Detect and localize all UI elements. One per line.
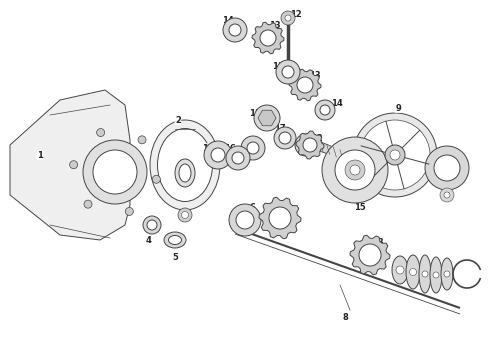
- Circle shape: [440, 188, 454, 202]
- Circle shape: [425, 146, 469, 190]
- Polygon shape: [258, 110, 276, 126]
- Text: 17: 17: [274, 123, 286, 132]
- Circle shape: [269, 207, 291, 229]
- Text: 16: 16: [224, 144, 236, 153]
- Circle shape: [434, 155, 460, 181]
- Circle shape: [84, 200, 92, 208]
- Circle shape: [422, 271, 428, 277]
- Circle shape: [295, 134, 317, 156]
- Circle shape: [83, 140, 147, 204]
- Circle shape: [297, 77, 313, 93]
- Circle shape: [181, 212, 189, 219]
- Circle shape: [320, 105, 330, 115]
- Polygon shape: [296, 131, 324, 159]
- Circle shape: [70, 161, 77, 169]
- Circle shape: [261, 112, 273, 124]
- Ellipse shape: [392, 256, 408, 284]
- Text: 16: 16: [239, 156, 251, 165]
- Circle shape: [385, 145, 405, 165]
- Circle shape: [97, 129, 105, 136]
- Circle shape: [335, 150, 375, 190]
- Circle shape: [226, 146, 250, 170]
- Circle shape: [247, 142, 259, 154]
- Text: 6: 6: [249, 202, 255, 212]
- Polygon shape: [10, 90, 130, 240]
- Circle shape: [390, 150, 400, 160]
- Text: 5: 5: [172, 252, 178, 261]
- Circle shape: [229, 24, 241, 36]
- Ellipse shape: [419, 255, 431, 293]
- Text: 4: 4: [145, 235, 151, 244]
- Circle shape: [260, 30, 276, 46]
- Text: 9: 9: [395, 104, 401, 113]
- Circle shape: [279, 132, 291, 144]
- Circle shape: [282, 66, 294, 78]
- Polygon shape: [350, 235, 390, 275]
- Circle shape: [125, 207, 133, 216]
- Ellipse shape: [150, 120, 220, 210]
- Circle shape: [433, 272, 439, 278]
- Text: 13: 13: [269, 21, 281, 30]
- Circle shape: [281, 11, 295, 25]
- Circle shape: [178, 208, 192, 222]
- Text: 11: 11: [272, 62, 284, 71]
- Circle shape: [241, 136, 265, 160]
- Text: 10: 10: [452, 153, 464, 162]
- Ellipse shape: [164, 232, 186, 248]
- Circle shape: [360, 120, 430, 190]
- Circle shape: [285, 15, 291, 21]
- Text: 1: 1: [37, 150, 43, 159]
- Text: 18: 18: [202, 144, 214, 153]
- Circle shape: [211, 148, 225, 162]
- Circle shape: [396, 266, 404, 274]
- Polygon shape: [252, 22, 284, 54]
- Text: 15: 15: [354, 202, 366, 212]
- Text: 3: 3: [377, 238, 383, 247]
- Circle shape: [229, 204, 261, 236]
- Circle shape: [276, 60, 300, 84]
- Circle shape: [138, 136, 146, 144]
- Polygon shape: [316, 140, 372, 168]
- Ellipse shape: [406, 255, 420, 289]
- Text: 7: 7: [284, 201, 290, 210]
- Circle shape: [93, 150, 137, 194]
- Circle shape: [204, 141, 232, 169]
- Circle shape: [345, 160, 365, 180]
- Text: 8: 8: [342, 314, 348, 323]
- Text: 11: 11: [249, 108, 261, 117]
- Circle shape: [350, 165, 360, 175]
- Text: 14: 14: [331, 99, 343, 108]
- Text: 14: 14: [222, 15, 234, 24]
- Text: 12: 12: [290, 9, 302, 18]
- Circle shape: [303, 138, 317, 152]
- Text: 13: 13: [309, 71, 321, 80]
- Circle shape: [274, 127, 296, 149]
- Circle shape: [315, 100, 335, 120]
- Ellipse shape: [175, 159, 195, 187]
- Circle shape: [300, 139, 312, 151]
- Circle shape: [232, 152, 244, 164]
- Ellipse shape: [157, 129, 213, 202]
- Circle shape: [322, 137, 388, 203]
- Circle shape: [143, 216, 161, 234]
- Circle shape: [410, 269, 416, 275]
- Text: 2: 2: [175, 116, 181, 125]
- Polygon shape: [259, 197, 301, 239]
- Text: 12: 12: [311, 134, 323, 143]
- Ellipse shape: [179, 164, 191, 182]
- Circle shape: [254, 105, 280, 131]
- Ellipse shape: [430, 257, 442, 293]
- Circle shape: [147, 220, 157, 230]
- Circle shape: [223, 18, 247, 42]
- Polygon shape: [289, 69, 321, 101]
- Circle shape: [152, 175, 160, 183]
- Circle shape: [236, 211, 254, 229]
- Ellipse shape: [441, 258, 453, 290]
- Ellipse shape: [169, 235, 181, 244]
- Circle shape: [353, 113, 437, 197]
- Circle shape: [444, 271, 450, 277]
- Circle shape: [359, 244, 381, 266]
- Circle shape: [444, 192, 450, 198]
